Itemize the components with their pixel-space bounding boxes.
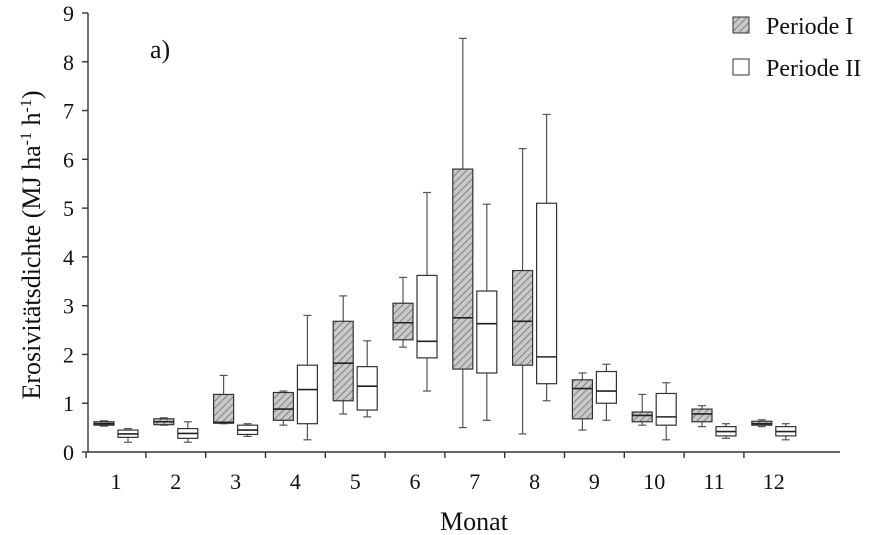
y-ticks: 0 1 2 3 4 5 6 7 8 9 [63,1,88,465]
y-tick-label-8: 8 [63,50,74,75]
x-tick-label-1: 1 [111,469,122,494]
x-axis-label: Monat [440,507,509,535]
box-iqr [655,392,677,426]
box-series2-month-1 [117,427,139,443]
legend-label-periode-2: Periode II [766,56,861,82]
y-tick-label-1: 1 [63,391,74,416]
box-series2-month-10 [655,382,677,441]
box-series1-month-3 [213,374,235,425]
x-tick-label-4: 4 [290,469,301,494]
legend-swatch-periode-2 [732,58,750,76]
x-tick-label-6: 6 [410,469,421,494]
box-series2-month-5 [356,340,378,418]
box-series1-month-11 [691,405,713,428]
box-iqr [416,274,438,359]
box-iqr [392,302,414,341]
y-tick-label-3: 3 [63,294,74,319]
x-tick-label-10: 10 [643,469,665,494]
box-iqr [535,202,558,385]
y-axis-label-sup1: -1 [18,132,35,145]
box-series2-month-4 [296,314,318,441]
x-tick-label-9: 9 [589,469,600,494]
x-tick-label-11: 11 [703,469,724,494]
box-series1-month-7 [452,37,474,429]
axes [87,13,840,453]
box-iqr [595,370,618,404]
box-iqr [691,408,713,423]
box-series2-month-6 [416,191,438,392]
y-tick-label-5: 5 [63,196,74,221]
box-iqr [272,391,294,421]
box-series1-month-12 [751,419,773,428]
box-series1-month-1 [93,420,115,427]
box-iqr [356,366,378,411]
box-series2-month-7 [476,203,498,421]
box-series1-month-5 [332,295,354,415]
x-tick-label-2: 2 [170,469,181,494]
box-iqr [332,320,354,402]
y-axis-label-main: Erosivitätsdichte (MJ ha [17,145,46,400]
y-tick-label-2: 2 [63,342,74,367]
box-series2-month-8 [535,113,558,402]
x-tick-label-8: 8 [529,469,540,494]
legend: Periode I Periode II [732,14,861,82]
x-tick-label-7: 7 [469,469,480,494]
y-axis-label: Erosivitätsdichte (MJ ha-1 h-1) [17,90,46,399]
y-axis-label-end: ) [17,90,46,99]
box-series1-month-2 [153,417,175,426]
y-axis-label-sup2: -1 [18,99,35,112]
y-tick-label-7: 7 [63,99,74,124]
box-iqr [296,364,318,425]
box-series2-month-2 [177,421,199,443]
box-series2-month-3 [237,423,259,437]
box-series2-month-11 [715,423,737,439]
y-tick-label-4: 4 [63,245,74,270]
box-series1-month-4 [272,390,294,426]
y-tick-label-0: 0 [63,440,74,465]
box-iqr [452,168,474,370]
panel-label: a) [150,35,170,64]
x-ticks: 1 2 3 4 5 6 7 8 9 10 11 12 [85,452,785,494]
box-series1-month-6 [392,276,414,348]
box-series2-month-12 [775,423,797,441]
box-iqr [476,290,498,374]
box-iqr [571,379,594,420]
x-tick-label-12: 12 [763,469,785,494]
box-series2-month-9 [595,363,618,421]
box-series1-month-8 [511,148,534,435]
y-tick-label-9: 9 [63,1,74,26]
x-tick-label-5: 5 [350,469,361,494]
x-tick-label-3: 3 [230,469,241,494]
legend-label-periode-1: Periode I [766,14,853,40]
box-iqr [213,393,235,424]
box-series1-month-10 [631,393,653,426]
boxes [93,37,797,443]
box-series1-month-9 [571,372,594,431]
box-iqr [511,269,534,366]
legend-swatch-periode-1 [732,16,750,34]
y-axis-label-mid: h [17,112,46,132]
box-iqr [631,411,653,423]
y-tick-label-6: 6 [63,147,74,172]
